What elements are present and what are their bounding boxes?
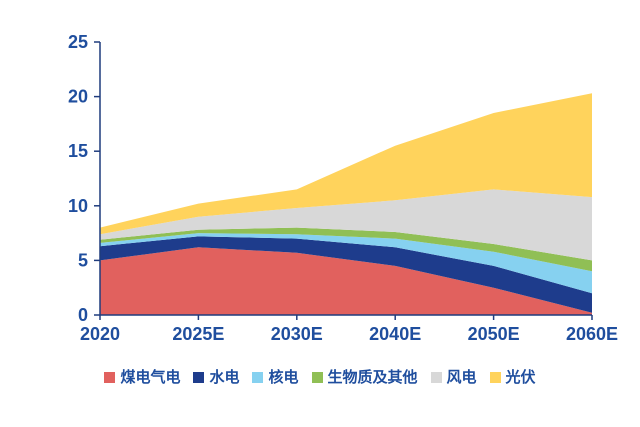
legend-swatch [252, 372, 264, 383]
x-tick-label: 2060E [566, 324, 618, 344]
y-tick-label: 15 [68, 141, 88, 161]
x-tick-label: 2025E [172, 324, 224, 344]
series-area-煤电气电 [100, 247, 592, 315]
x-tick-label: 2040E [369, 324, 421, 344]
legend-item: 核电 [252, 369, 299, 386]
legend-label: 煤电气电 [120, 369, 181, 386]
legend-swatch [311, 372, 323, 383]
legend-label: 风电 [446, 369, 477, 386]
series-area-水电 [100, 236, 592, 313]
series-area-生物质及其他 [100, 227, 592, 272]
x-tick-label: 2020 [80, 324, 120, 344]
x-tick-label: 2030E [271, 324, 323, 344]
y-tick-label: 25 [68, 32, 88, 52]
legend-swatch [104, 372, 116, 383]
legend-item: 光伏 [489, 369, 536, 386]
series-area-光伏 [100, 93, 592, 235]
y-tick-label: 0 [78, 305, 88, 325]
legend-label: 水电 [209, 369, 240, 386]
legend-item: 风电 [430, 369, 477, 386]
series-area-风电 [100, 189, 592, 261]
series-area-核电 [100, 233, 592, 294]
y-tick-label: 20 [68, 87, 88, 107]
chart-legend: 煤电气电 水电 核电 生物质及其他 风电 光伏 [0, 370, 640, 385]
legend-item: 煤电气电 [104, 370, 180, 385]
legend-swatch [193, 372, 205, 383]
legend-item: 水电 [193, 370, 239, 385]
stacked-area-chart: 0 5 10 15 20 25 2020 2025E 2030E 2040E 2050E 2060E [68, 32, 618, 344]
x-tick-label: 2050E [468, 324, 520, 344]
legend-label: 生物质及其他 [327, 369, 418, 386]
y-tick-label: 5 [78, 250, 88, 270]
legend-label: 核电 [268, 369, 299, 386]
legend-item: 生物质及其他 [311, 369, 418, 386]
legend-label: 光伏 [505, 369, 536, 386]
legend-swatch [489, 372, 501, 383]
y-tick-label: 10 [68, 196, 88, 216]
legend-swatch [430, 372, 442, 383]
